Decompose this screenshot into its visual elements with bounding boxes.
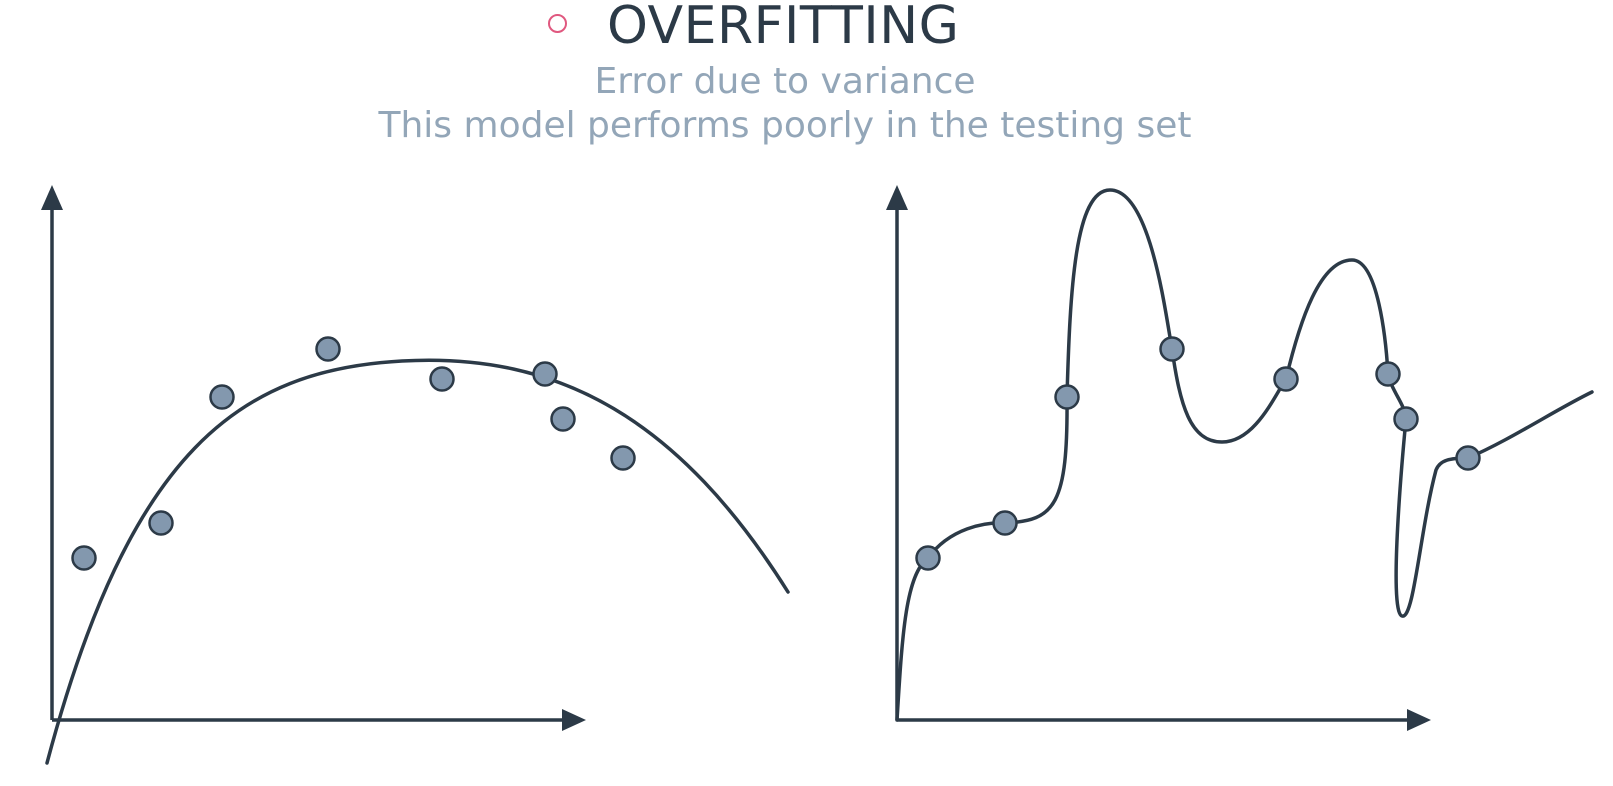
left-point [429, 366, 455, 392]
title-row: OVERFITTING [0, 0, 1613, 56]
left-x-axis-arrow-icon [562, 709, 586, 731]
page-title: OVERFITTING [607, 0, 960, 56]
left-point [610, 445, 636, 471]
left-y-axis-arrow-icon [41, 185, 63, 210]
right-data-points [915, 336, 1481, 571]
right-y-axis-arrow-icon [886, 185, 908, 210]
right-point [1375, 361, 1401, 387]
hollow-circle-bullet-icon [548, 14, 567, 33]
right-x-axis-arrow-icon [1407, 709, 1431, 731]
left-data-points [71, 336, 636, 571]
right-point [1054, 384, 1080, 410]
left-point [71, 545, 97, 571]
left-point [148, 510, 174, 536]
left-point [532, 361, 558, 387]
left-point [550, 406, 576, 432]
right-point [992, 510, 1018, 536]
right-plot [886, 185, 1594, 731]
left-point [315, 336, 341, 362]
right-point [1273, 366, 1299, 392]
left-point [209, 384, 235, 410]
right-point [1159, 336, 1185, 362]
right-overfit-curve [895, 188, 1594, 722]
right-axes [886, 185, 1431, 731]
subtitle-description: This model performs poorly in the testin… [378, 105, 1192, 146]
subtitle-error-type: Error due to variance [594, 61, 976, 102]
right-point [1455, 445, 1481, 471]
left-fit-curve [45, 358, 790, 765]
right-point [915, 545, 941, 571]
right-point [1393, 406, 1419, 432]
left-plot [41, 185, 790, 765]
left-axes [41, 185, 586, 731]
